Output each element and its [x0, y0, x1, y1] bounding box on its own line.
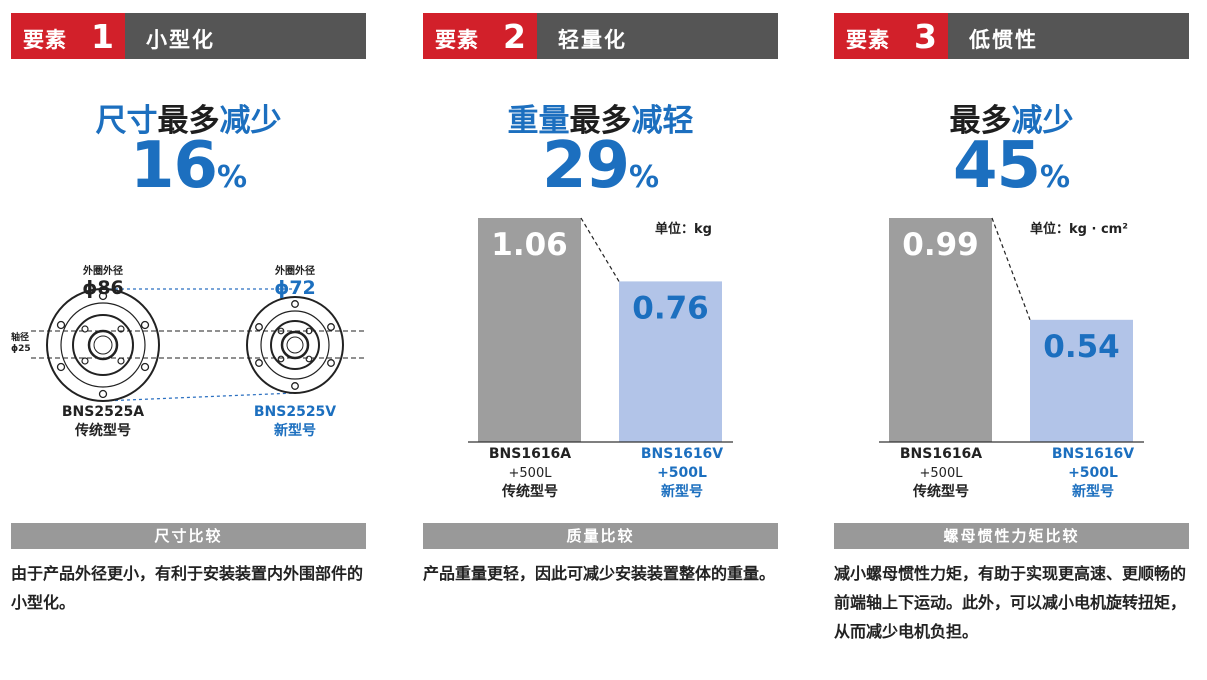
feature-badge: 要素 2 [423, 13, 537, 59]
headline-subject: 重量 [507, 103, 570, 139]
shaft-diameter: 轴径 ϕ25 [11, 333, 31, 355]
percent-sign: % [629, 160, 660, 195]
old-model: BNS1616A [899, 446, 983, 462]
description: 减小螺母惯性力矩，有助于实现更高速、更顺畅的前端轴上下运动。此外，可以减小电机旋… [834, 564, 1187, 641]
percent-sign: % [1040, 160, 1071, 195]
old-model-caption: BNS2525A 传统型号 [43, 403, 163, 441]
new-bar [1030, 319, 1133, 442]
old-model: BNS1616A [488, 446, 572, 462]
old-bar-value: 1.06 [491, 227, 568, 263]
new-length: +500L [657, 465, 707, 481]
section-label: 螺母惯性力矩比较 [834, 523, 1189, 549]
new-type: 新型号 [274, 423, 316, 439]
new-model: BNS2525V [253, 404, 337, 420]
section-label: 质量比较 [423, 523, 778, 549]
new-bar [619, 281, 722, 442]
weight-bar-chart: 1.06 0.76 [468, 217, 733, 443]
old-length: +500L [919, 466, 963, 481]
new-bar-value: 0.76 [632, 290, 709, 326]
percent-reduction: 16% [11, 129, 366, 203]
old-type: 传统型号 [913, 484, 969, 500]
badge-label: 要素 [435, 28, 479, 52]
new-type: 新型号 [1072, 484, 1114, 500]
feature-column-size: 要素 1 小型化 尺寸最多减少 16% [11, 13, 366, 673]
shaft-value: ϕ25 [11, 344, 31, 354]
new-model: BNS1616V [640, 446, 724, 462]
old-length: +500L [508, 466, 552, 481]
unit-label: 单位：kg · cm² [1030, 222, 1128, 237]
headline-max: 最多 [157, 103, 220, 139]
feature-header: 要素 1 小型化 [11, 13, 366, 59]
description: 由于产品外径更小，有利于安装装置内外围部件的小型化。 [11, 564, 364, 612]
percent-value: 45 [952, 129, 1041, 203]
feature-title: 轻量化 [558, 28, 627, 52]
new-nut-drawing [246, 296, 344, 394]
feature-badge: 要素 1 [11, 13, 125, 59]
feature-title: 低惯性 [969, 28, 1038, 52]
percent-reduction: 29% [423, 129, 778, 203]
feature-title: 小型化 [146, 28, 215, 52]
old-bar-caption: BNS1616A +500L 传统型号 [876, 445, 1006, 502]
feature-column-inertia: 要素 3 低惯性 最多减少 45% 单位：kg · cm² 0.99 0.54 B… [834, 13, 1189, 673]
old-bar [478, 218, 581, 442]
new-bar-caption: BNS1616V +500L 新型号 [617, 445, 747, 502]
old-bar-value: 0.99 [902, 227, 979, 263]
headline: 最多减少 [834, 95, 1189, 140]
new-outer-diameter: 外圈外径 ϕ72 [260, 262, 330, 299]
headline-max: 最多 [949, 103, 1012, 139]
old-nut-drawing [46, 288, 160, 402]
old-type: 传统型号 [75, 423, 131, 439]
new-outer-value: ϕ72 [274, 277, 316, 299]
reduction-connector-line [991, 217, 1031, 321]
reduction-connector-line [580, 217, 620, 282]
old-bar [889, 218, 992, 442]
badge-label: 要素 [23, 28, 67, 52]
old-outer-diameter: 外圈外径 ϕ86 [68, 262, 138, 299]
feature-badge: 要素 3 [834, 13, 948, 59]
feature-header: 要素 3 低惯性 [834, 13, 1189, 59]
old-model: BNS2525A [61, 404, 145, 420]
feature-header: 要素 2 轻量化 [423, 13, 778, 59]
inertia-bar-chart: 0.99 0.54 [879, 217, 1144, 443]
badge-number: 3 [914, 17, 937, 56]
percent-value: 16 [129, 129, 218, 203]
badge-number: 1 [91, 17, 114, 56]
new-model-caption: BNS2525V 新型号 [235, 403, 355, 441]
section-label: 尺寸比较 [11, 523, 366, 549]
headline: 重量最多减轻 [423, 95, 778, 140]
old-outer-label: 外圈外径 [83, 266, 123, 277]
badge-label: 要素 [846, 28, 890, 52]
new-bar-caption: BNS1616V +500L 新型号 [1028, 445, 1158, 502]
old-type: 传统型号 [502, 484, 558, 500]
percent-value: 29 [541, 129, 630, 203]
new-outer-label: 外圈外径 [275, 266, 315, 277]
headline-subject: 尺寸 [95, 103, 158, 139]
headline: 尺寸最多减少 [11, 95, 366, 140]
old-outer-value: ϕ86 [82, 277, 124, 299]
headline-max: 最多 [569, 103, 632, 139]
headline-action: 减少 [219, 103, 282, 139]
shaft-label: 轴径 [11, 333, 30, 343]
old-bar-caption: BNS1616A +500L 传统型号 [465, 445, 595, 502]
unit-label: 单位：kg [655, 222, 712, 237]
new-length: +500L [1068, 465, 1118, 481]
percent-sign: % [217, 160, 248, 195]
new-bar-value: 0.54 [1043, 329, 1120, 365]
new-type: 新型号 [661, 484, 703, 500]
headline-action: 减轻 [631, 103, 694, 139]
percent-reduction: 45% [834, 129, 1189, 203]
feature-column-weight: 要素 2 轻量化 重量最多减轻 29% 单位：kg 1.06 0.76 BNS16… [423, 13, 778, 673]
headline-action: 减少 [1011, 103, 1074, 139]
nut-size-diagram [31, 288, 366, 402]
description: 产品重量更轻，因此可减少安装装置整体的重量。 [423, 564, 776, 583]
badge-number: 2 [503, 17, 526, 56]
new-model: BNS1616V [1051, 446, 1135, 462]
